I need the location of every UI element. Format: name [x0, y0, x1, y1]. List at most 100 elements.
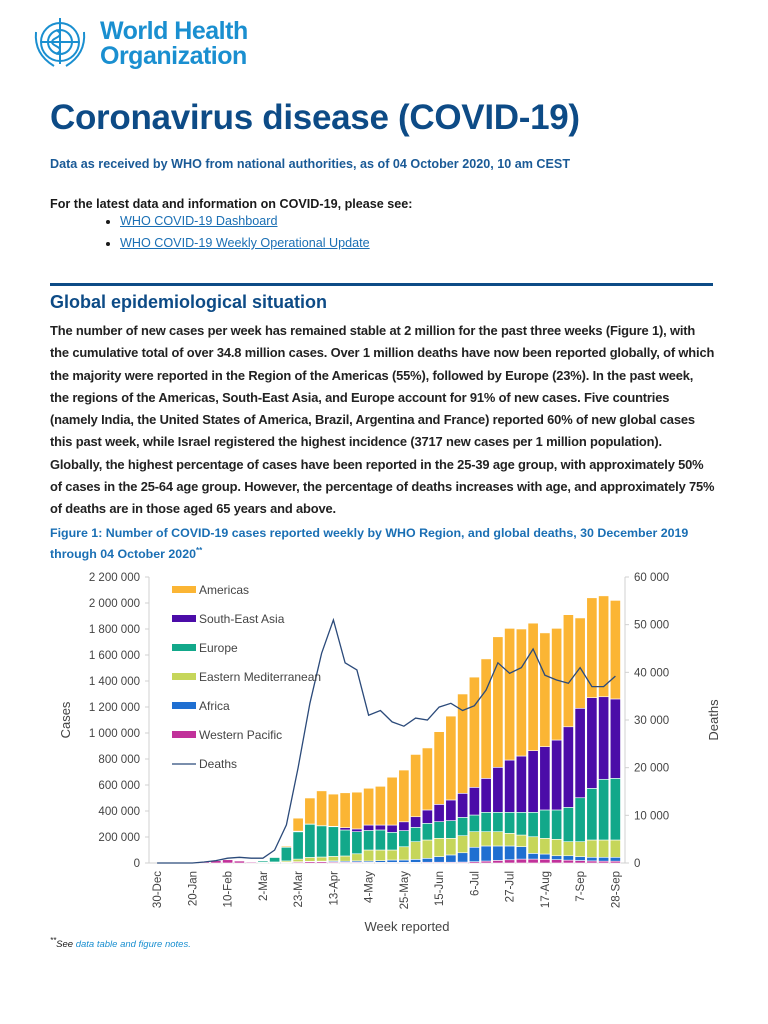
bar-south-east-asia — [480, 778, 492, 813]
bar-americas — [551, 628, 563, 741]
bar-western-pacific — [574, 860, 586, 864]
x-tick-label: 20-Jan — [187, 871, 199, 906]
bar-africa — [539, 853, 551, 860]
y-tick-label: 1 800 000 — [89, 624, 140, 636]
operational-update-link[interactable]: WHO COVID-19 Weekly Operational Update — [120, 236, 370, 250]
bar-western-pacific — [562, 859, 574, 864]
bar-europe — [445, 820, 457, 839]
bar-americas — [280, 845, 292, 848]
bar-eastern-mediterranean — [562, 841, 574, 857]
bar-eastern-mediterranean — [351, 853, 363, 862]
bar-eastern-mediterranean — [316, 856, 328, 862]
page-title: Coronavirus disease (COVID-19) — [50, 98, 580, 137]
y-tick-label: 1 000 000 — [89, 728, 140, 740]
y-tick-label: 0 — [134, 858, 140, 870]
bar-eastern-mediterranean — [515, 834, 527, 847]
bar-americas — [339, 792, 351, 828]
bar-europe — [386, 832, 398, 851]
y-tick-label: 2 200 000 — [89, 572, 140, 584]
bar-americas — [351, 791, 363, 830]
bar-europe — [269, 857, 281, 863]
y2-tick-label: 60 000 — [634, 572, 669, 584]
y-tick-label: 2 000 000 — [89, 598, 140, 610]
bar-americas — [316, 790, 328, 826]
figure-caption-text: Figure 1: Number of COVID-19 cases repor… — [50, 526, 689, 562]
bar-africa — [468, 846, 480, 862]
bar-eastern-mediterranean — [551, 839, 563, 857]
bar-africa — [574, 856, 586, 861]
bar-south-east-asia — [562, 726, 574, 808]
y-tick-label: 400 000 — [98, 806, 140, 818]
bar-eastern-mediterranean — [386, 849, 398, 861]
org-name-line1: World Health — [100, 17, 248, 45]
bar-americas — [292, 817, 304, 832]
bar-africa — [551, 855, 563, 860]
x-tick-label: 27-Jul — [505, 871, 517, 902]
list-item: WHO COVID-19 Weekly Operational Update — [120, 232, 370, 254]
bar-africa — [598, 856, 610, 862]
y-axis-title: Cases — [58, 701, 73, 738]
bar-south-east-asia — [433, 804, 445, 822]
bar-europe — [468, 814, 480, 832]
legend-label: Europe — [199, 641, 238, 655]
bar-americas — [480, 658, 492, 779]
bar-americas — [457, 693, 469, 794]
who-emblem-icon — [34, 18, 86, 67]
footnote: **See data table and figure notes. — [50, 936, 191, 950]
legend-label: South-East Asia — [199, 612, 285, 626]
section-divider — [50, 283, 713, 286]
x-tick-label: 15-Jun — [434, 871, 446, 906]
bar-americas — [504, 628, 516, 761]
bar-eastern-mediterranean — [504, 833, 516, 847]
legend-label: Deaths — [199, 757, 237, 771]
bar-europe — [551, 809, 563, 840]
bar-south-east-asia — [551, 739, 563, 811]
bar-western-pacific — [515, 858, 527, 864]
bar-europe — [374, 829, 386, 851]
bar-south-east-asia — [574, 708, 586, 799]
x-tick-label: 7-Sep — [575, 871, 587, 902]
y-tick-label: 1 200 000 — [89, 702, 140, 714]
data-table-link[interactable]: data table and figure notes. — [75, 939, 191, 951]
section-title: Global epidemiological situation — [50, 292, 328, 312]
bar-europe — [421, 823, 433, 841]
x-tick-label: 23-Mar — [293, 871, 305, 908]
bar-eastern-mediterranean — [492, 831, 504, 847]
who-logo: World Health Organization — [28, 12, 248, 76]
bar-south-east-asia — [398, 821, 410, 831]
bar-americas — [492, 636, 504, 768]
bar-eastern-mediterranean — [598, 839, 610, 858]
figure-caption: Figure 1: Number of COVID-19 cases repor… — [50, 524, 720, 563]
bar-europe — [351, 831, 363, 855]
y2-tick-label: 0 — [634, 858, 640, 870]
legend-swatch-americas — [172, 586, 196, 593]
bar-americas — [515, 628, 527, 757]
bar-americas — [374, 786, 386, 826]
bar-eastern-mediterranean — [398, 846, 410, 861]
cases-deaths-chart: 0 200 000 400 000 600 000 800 000 1 000 000 1 … — [58, 572, 721, 934]
bar-eastern-mediterranean — [410, 841, 422, 860]
bar-south-east-asia — [527, 750, 539, 813]
list-item: WHO COVID-19 Dashboard — [120, 210, 370, 232]
bar-eastern-mediterranean — [292, 858, 304, 863]
x-tick-label: 13-Apr — [328, 871, 340, 906]
bar-europe — [457, 817, 469, 836]
bar-europe — [292, 831, 304, 860]
bar-europe — [586, 788, 598, 841]
y-tick-label: 1 400 000 — [89, 676, 140, 688]
bar-europe — [598, 778, 610, 841]
bar-south-east-asia — [421, 809, 433, 824]
dashboard-link[interactable]: WHO COVID-19 Dashboard — [120, 214, 278, 228]
bar-europe — [527, 812, 539, 838]
bar-americas — [539, 632, 551, 747]
y-tick-label: 600 000 — [98, 780, 140, 792]
x-tick-label: 10-Feb — [223, 871, 235, 907]
bar-europe — [363, 830, 375, 851]
y2-tick-label: 30 000 — [634, 715, 669, 727]
bar-europe — [574, 797, 586, 842]
bar-americas — [363, 787, 375, 826]
bar-americas — [304, 797, 316, 825]
bar-south-east-asia — [468, 787, 480, 816]
bar-eastern-mediterranean — [468, 831, 480, 848]
bar-africa — [421, 858, 433, 863]
